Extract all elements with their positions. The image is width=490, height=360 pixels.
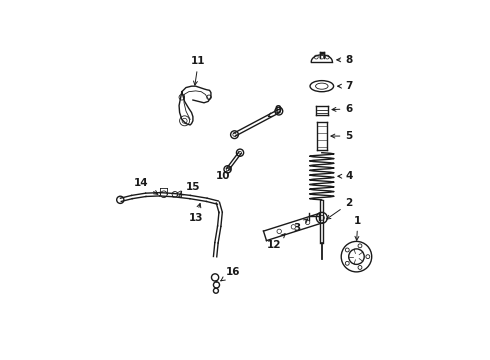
Text: 14: 14 [134,178,158,194]
Text: 3: 3 [294,219,308,233]
Text: 8: 8 [337,55,353,65]
Text: 4: 4 [338,171,353,181]
Text: 9: 9 [268,105,282,117]
Text: 15: 15 [179,181,200,195]
Text: 11: 11 [191,56,206,85]
Text: 5: 5 [331,131,353,141]
Text: 10: 10 [216,166,232,181]
Text: 12: 12 [267,234,285,250]
Text: 2: 2 [327,198,353,219]
Text: 6: 6 [332,104,353,114]
Text: 1: 1 [354,216,362,240]
Text: 16: 16 [221,267,241,281]
Text: 13: 13 [189,203,203,223]
Text: 7: 7 [338,81,353,91]
